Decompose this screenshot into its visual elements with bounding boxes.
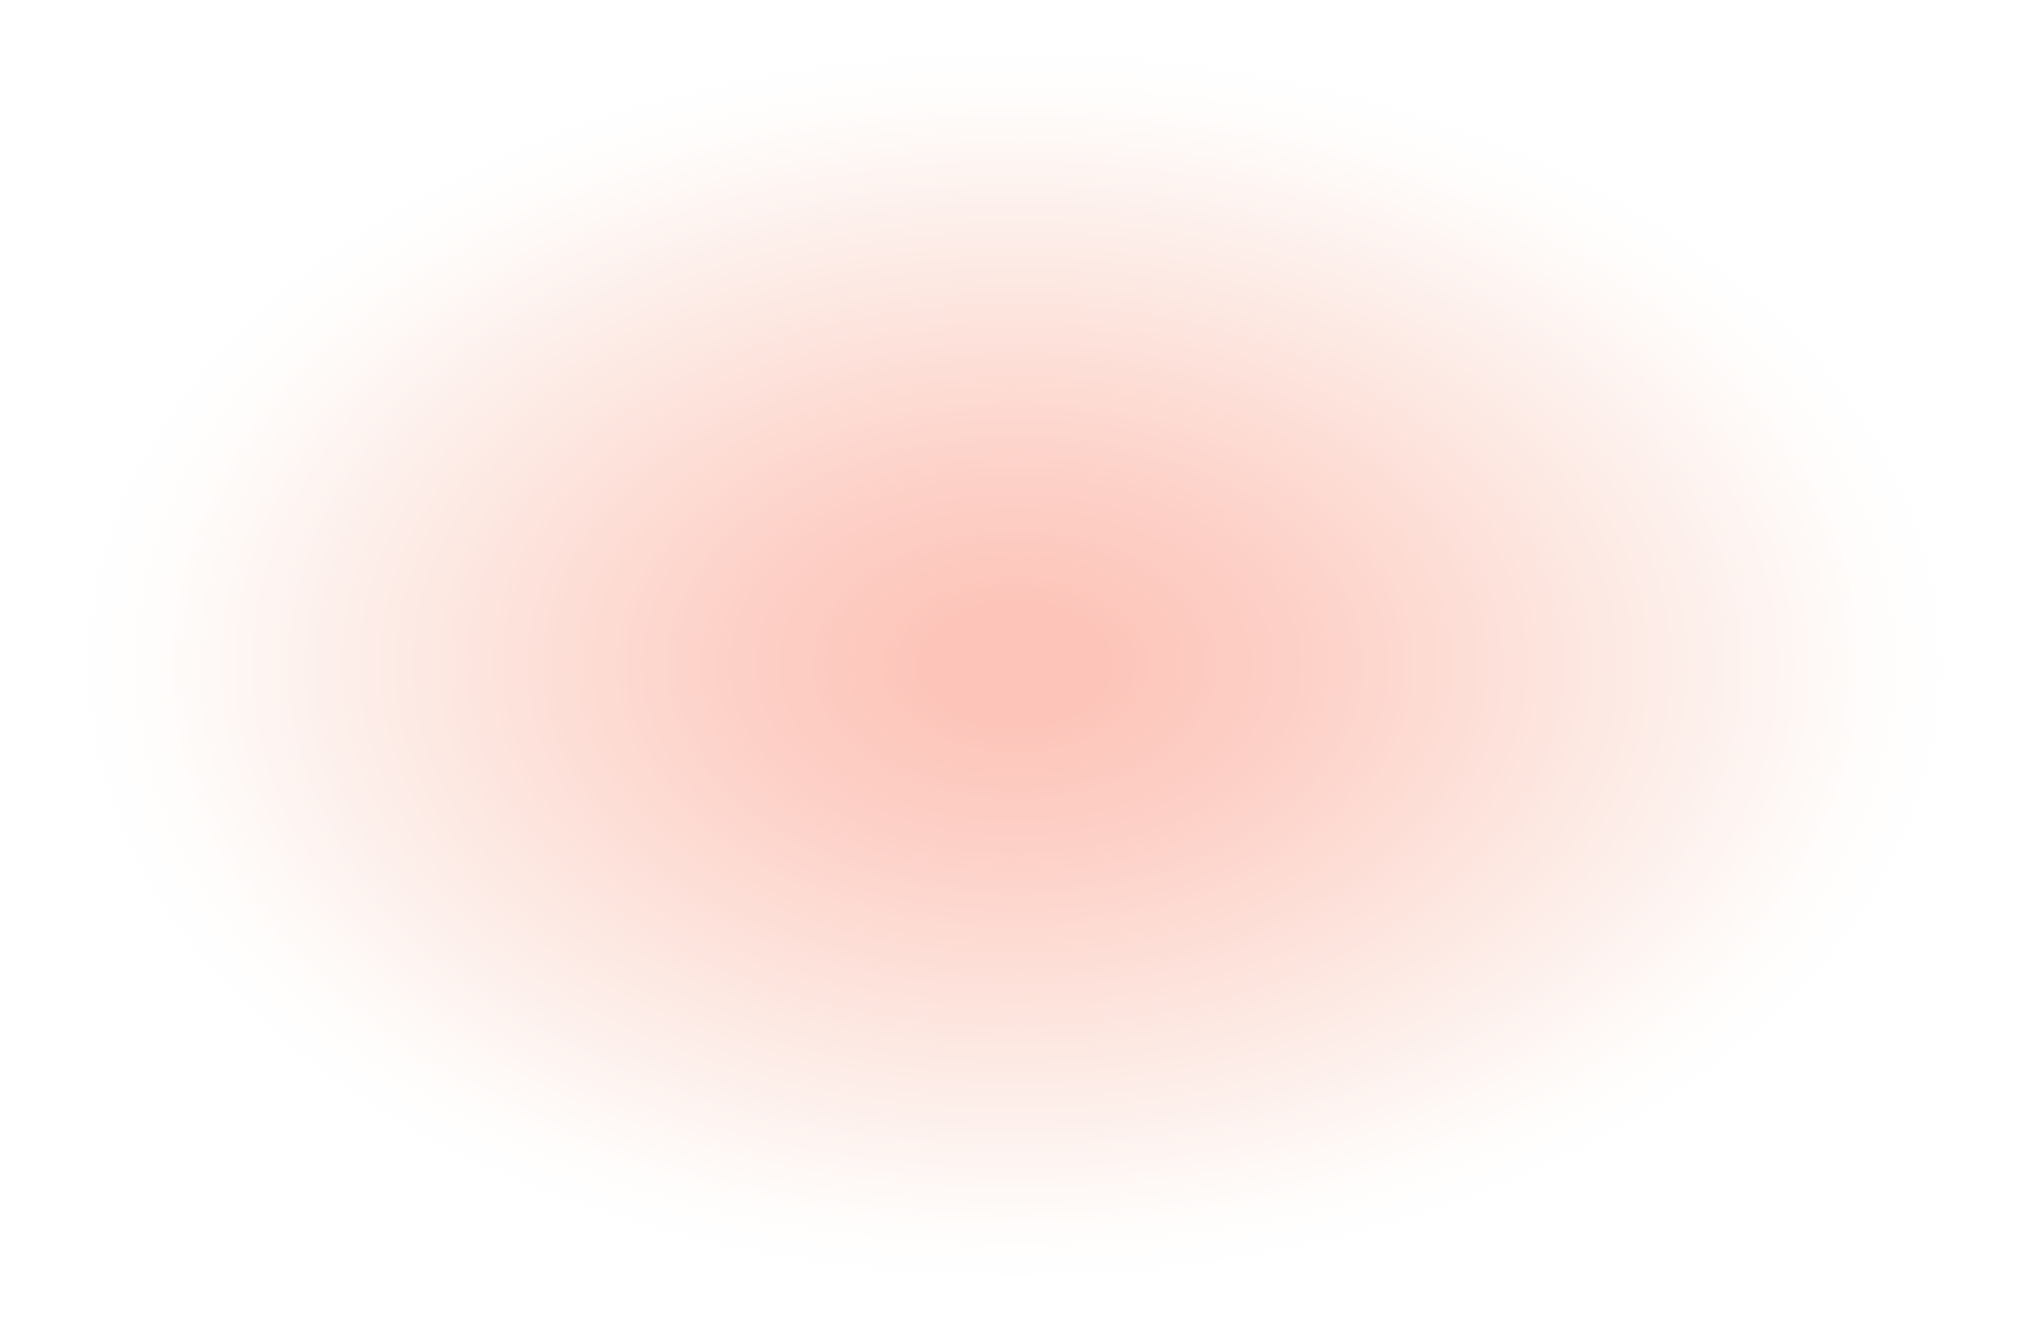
radial-glow-background (0, 0, 2034, 1320)
